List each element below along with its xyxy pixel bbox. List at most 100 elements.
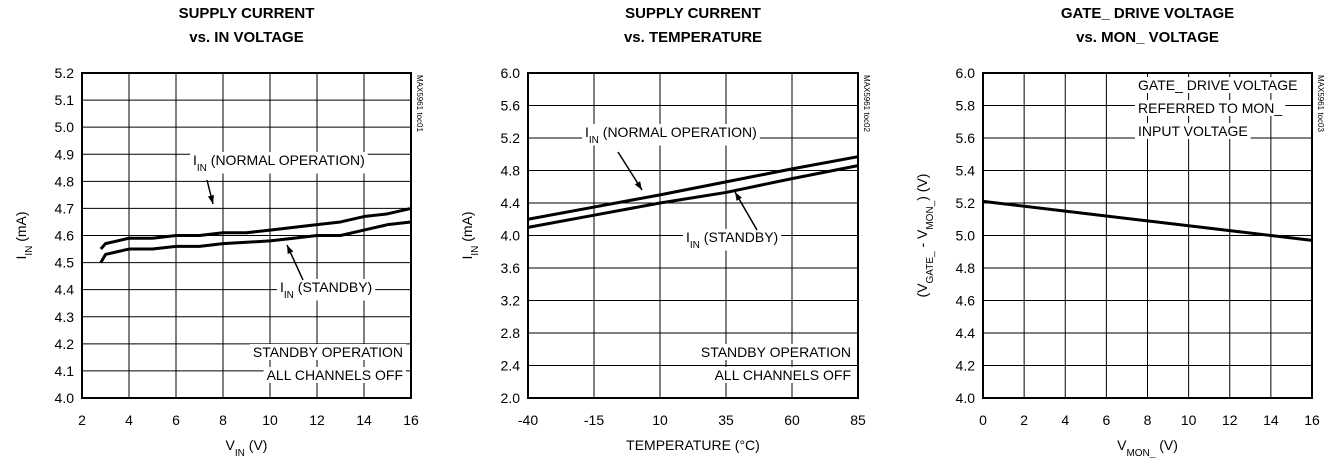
text-part: I xyxy=(585,124,589,140)
annotation: IIN (NORMAL OPERATION) xyxy=(585,124,757,146)
x-tick-label: 2 xyxy=(1020,412,1028,428)
annotation-bg xyxy=(697,344,854,360)
y-tick-label: 4.7 xyxy=(55,200,75,216)
text-part: I xyxy=(193,152,197,168)
x-tick-label: 14 xyxy=(1263,412,1279,428)
y-tick-label: 5.6 xyxy=(956,130,976,146)
y-axis-label: (VGATE_ - VMON_) (V) xyxy=(914,174,936,298)
annotation-bg xyxy=(249,344,406,360)
y-tick-label: 5.1 xyxy=(55,92,75,108)
text-part: V xyxy=(226,437,236,453)
x-tick-label: 10 xyxy=(1181,412,1197,428)
x-tick-label: 6 xyxy=(1102,412,1110,428)
subscript: GATE_ xyxy=(925,251,936,283)
text-part: INPUT VOLTAGE xyxy=(1138,123,1248,139)
y-tick-label: 6.0 xyxy=(956,65,976,81)
x-axis-label: TEMPERATURE (°C) xyxy=(626,437,760,453)
y-tick-label: 4.0 xyxy=(55,390,75,406)
text-part: (STANDBY) xyxy=(294,279,372,295)
text-part: (mA) xyxy=(13,211,29,245)
text-part: TEMPERATURE (°C) xyxy=(626,437,760,453)
x-tick-label: 8 xyxy=(219,412,227,428)
annotation: INPUT VOLTAGE xyxy=(1138,123,1248,139)
data-line xyxy=(99,220,412,264)
y-tick-label: 4.5 xyxy=(55,255,75,271)
x-tick-label: 0 xyxy=(979,412,987,428)
subscript: IN xyxy=(284,290,294,301)
y-tick-label: 2.0 xyxy=(501,390,521,406)
text-part: (V) xyxy=(1155,437,1178,453)
y-tick-label: 5.8 xyxy=(956,98,976,114)
annotation: REFERRED TO MON_ xyxy=(1138,100,1282,116)
text-part: ALL CHANNELS OFF xyxy=(267,367,403,383)
subscript: MON_ xyxy=(1126,448,1155,458)
annotation: STANDBY OPERATION xyxy=(701,344,851,360)
arrow-head xyxy=(287,245,294,254)
y-tick-label: 5.2 xyxy=(501,130,521,146)
text-part: ALL CHANNELS OFF xyxy=(715,367,851,383)
y-tick-label: 4.4 xyxy=(501,195,521,211)
x-tick-label: 6 xyxy=(172,412,180,428)
annotation-bg xyxy=(1135,77,1301,93)
chart-title: vs. IN VOLTAGE xyxy=(189,29,303,46)
y-tick-label: 5.4 xyxy=(956,163,976,179)
x-tick-label: 8 xyxy=(1144,412,1152,428)
annotation: IIN (STANDBY) xyxy=(280,279,372,301)
plot-frame xyxy=(81,72,412,399)
text-part: GATE_ DRIVE VOLTAGE xyxy=(1138,77,1297,93)
x-tick-label: 2 xyxy=(78,412,86,428)
side-label: MAX5961 toc03 xyxy=(1316,75,1325,132)
y-tick-label: 4.1 xyxy=(55,363,75,379)
y-tick-label: 5.2 xyxy=(55,65,75,81)
x-tick-label: -40 xyxy=(518,412,538,428)
subscript: MON_ xyxy=(925,200,936,229)
data-line xyxy=(982,199,1313,242)
arrow-head xyxy=(735,192,742,201)
x-tick-label: 10 xyxy=(262,412,278,428)
annotation-bg xyxy=(582,124,760,146)
subscript: IN xyxy=(470,246,481,256)
arrow-head xyxy=(634,181,642,190)
y-tick-label: 5.6 xyxy=(501,98,521,114)
annotation: IIN (STANDBY) xyxy=(686,229,778,251)
y-tick-label: 4.4 xyxy=(55,282,75,298)
y-tick-label: 3.2 xyxy=(501,293,521,309)
data-line xyxy=(527,164,859,229)
y-tick-label: 4.2 xyxy=(956,358,976,374)
text-part: (NORMAL OPERATION) xyxy=(599,124,757,140)
text-part: I xyxy=(459,256,475,260)
chart-title: SUPPLY CURRENT xyxy=(179,5,315,22)
y-tick-label: 4.8 xyxy=(55,173,75,189)
chart-title: SUPPLY CURRENT xyxy=(625,5,761,22)
annotation: IIN (NORMAL OPERATION) xyxy=(193,152,365,174)
x-tick-label: 85 xyxy=(850,412,866,428)
x-tick-label: -15 xyxy=(584,412,604,428)
x-tick-label: 12 xyxy=(1222,412,1238,428)
text-part: STANDBY OPERATION xyxy=(253,344,403,360)
y-tick-label: 2.4 xyxy=(501,358,521,374)
annotation-bg xyxy=(1135,100,1286,116)
y-tick-label: 4.3 xyxy=(55,309,75,325)
plot-frame xyxy=(527,72,859,399)
annotation: ALL CHANNELS OFF xyxy=(715,367,851,383)
subscript: IN xyxy=(589,135,599,146)
text-part: (V xyxy=(914,283,930,298)
y-tick-label: 5.2 xyxy=(956,195,976,211)
x-axis-label: VIN (V) xyxy=(226,437,268,458)
y-tick-label: 5.0 xyxy=(956,228,976,244)
x-tick-label: 16 xyxy=(403,412,419,428)
text-part: I xyxy=(686,229,690,245)
text-part: REFERRED TO MON_ xyxy=(1138,100,1282,116)
y-tick-label: 5.0 xyxy=(55,119,75,135)
x-tick-label: 4 xyxy=(125,412,133,428)
text-part: V xyxy=(1117,437,1127,453)
subscript: IN xyxy=(235,448,245,458)
subscript: IN xyxy=(24,246,35,256)
annotation-bg xyxy=(683,229,782,251)
annotation-bg xyxy=(277,279,376,301)
y-tick-label: 4.6 xyxy=(55,228,75,244)
x-tick-label: 14 xyxy=(356,412,372,428)
x-tick-label: 10 xyxy=(652,412,668,428)
text-part: - V xyxy=(914,229,930,251)
text-part: I xyxy=(13,256,29,260)
